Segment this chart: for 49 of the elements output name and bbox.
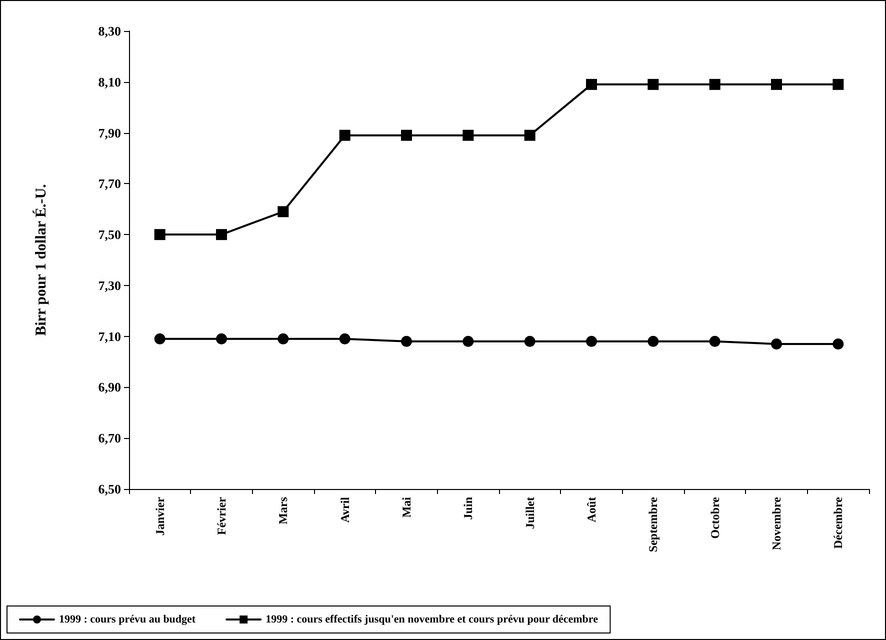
legend-label: 1999 : cours effectifs jusqu'en novembre et cours prévu pour décembre <box>266 614 598 626</box>
point <box>524 336 536 347</box>
point <box>771 78 782 90</box>
point <box>154 229 166 240</box>
point <box>278 206 289 218</box>
y-tick-label: 8,30 <box>98 24 121 38</box>
point <box>278 333 289 344</box>
x-tick-label: Juillet <box>522 497 537 529</box>
y-tick-label: 6,70 <box>98 430 121 446</box>
point <box>648 336 659 347</box>
x-tick-label: Février <box>214 496 228 535</box>
point <box>648 78 659 90</box>
point <box>154 333 166 344</box>
y-tick-label: 6,90 <box>98 380 121 395</box>
point <box>586 78 597 90</box>
y-tick-label: 7,50 <box>98 227 121 242</box>
point <box>832 338 844 350</box>
point <box>401 336 412 347</box>
x-tick-label: Octobre <box>708 496 722 539</box>
y-tick-label: 8,10 <box>98 74 121 90</box>
point <box>216 229 227 240</box>
x-tick-label: Septembre <box>646 496 660 552</box>
y-tick-label: 7,10 <box>98 328 121 344</box>
y-tick-label: 6,50 <box>98 482 121 496</box>
point <box>832 78 844 90</box>
y-tick-label: 7,90 <box>98 125 121 140</box>
point <box>586 336 597 347</box>
point <box>401 130 412 141</box>
point <box>339 333 350 344</box>
point <box>339 130 350 141</box>
point <box>216 333 227 344</box>
legend-label: 1999 : cours prévu au budget <box>59 614 196 626</box>
y-tick-label: 7,30 <box>98 278 121 293</box>
point <box>462 336 474 347</box>
point <box>524 130 536 141</box>
x-tick-label: Novembre <box>770 496 784 550</box>
x-tick-label: Mai <box>400 496 414 518</box>
point <box>771 338 782 350</box>
y-tick-label: 7,70 <box>98 176 121 192</box>
point <box>709 336 720 347</box>
x-tick-label: Avril <box>338 496 352 523</box>
x-tick-label: Juin <box>461 496 476 520</box>
x-tick-label: Mars <box>276 496 290 524</box>
x-tick-label: Août <box>584 497 598 522</box>
x-tick-label: Janvier <box>152 496 167 536</box>
point <box>462 130 474 141</box>
x-tick-label: Décembre <box>831 496 846 549</box>
y-axis-title: Birr pour 1 dollar É.-U. <box>32 184 50 336</box>
point <box>709 78 720 90</box>
